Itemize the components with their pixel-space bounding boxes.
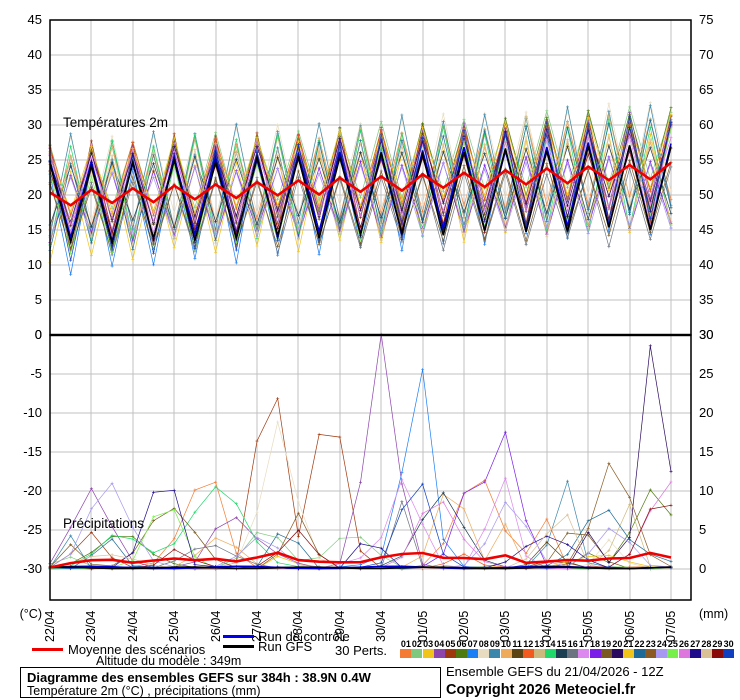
svg-text:20: 20: [28, 187, 42, 202]
svg-text:45: 45: [28, 12, 42, 27]
svg-text:30: 30: [28, 117, 42, 132]
svg-text:45: 45: [699, 222, 713, 237]
svg-text:-10: -10: [23, 405, 42, 420]
svg-text:(mm): (mm): [699, 607, 728, 621]
svg-text:03/05: 03/05: [498, 611, 512, 642]
svg-text:5: 5: [35, 292, 42, 307]
svg-text:40: 40: [28, 47, 42, 62]
svg-text:Précipitations: Précipitations: [63, 516, 144, 531]
svg-text:-20: -20: [23, 483, 42, 498]
svg-text:06/05: 06/05: [623, 611, 637, 642]
svg-text:60: 60: [699, 117, 713, 132]
svg-text:25: 25: [699, 366, 713, 381]
svg-text:50: 50: [699, 187, 713, 202]
svg-text:5: 5: [699, 522, 706, 537]
svg-text:55: 55: [699, 152, 713, 167]
svg-text:70: 70: [699, 47, 713, 62]
svg-text:Températures 2m: Températures 2m: [63, 115, 168, 130]
svg-text:0: 0: [699, 561, 706, 576]
svg-text:04/05: 04/05: [540, 611, 554, 642]
svg-text:07/05: 07/05: [664, 611, 678, 642]
svg-text:0: 0: [35, 327, 42, 342]
svg-text:(°C): (°C): [20, 607, 42, 621]
svg-text:30: 30: [699, 327, 713, 342]
svg-text:23/04: 23/04: [84, 611, 98, 642]
svg-text:10: 10: [699, 483, 713, 498]
svg-text:-5: -5: [30, 366, 42, 381]
svg-text:75: 75: [699, 12, 713, 27]
svg-text:20: 20: [699, 405, 713, 420]
svg-text:22/04: 22/04: [43, 611, 57, 642]
svg-text:02/05: 02/05: [457, 611, 471, 642]
svg-text:-30: -30: [23, 561, 42, 576]
svg-text:35: 35: [699, 292, 713, 307]
svg-text:40: 40: [699, 257, 713, 272]
svg-text:25: 25: [28, 152, 42, 167]
svg-text:25/04: 25/04: [167, 611, 181, 642]
svg-text:35: 35: [28, 82, 42, 97]
svg-text:65: 65: [699, 82, 713, 97]
svg-text:05/05: 05/05: [581, 611, 595, 642]
svg-text:30/04: 30/04: [374, 611, 388, 642]
svg-text:-15: -15: [23, 444, 42, 459]
svg-text:24/04: 24/04: [126, 611, 140, 642]
svg-text:15: 15: [699, 444, 713, 459]
svg-text:26/04: 26/04: [209, 611, 223, 642]
svg-text:10: 10: [28, 257, 42, 272]
svg-text:-25: -25: [23, 522, 42, 537]
svg-text:01/05: 01/05: [416, 611, 430, 642]
svg-text:15: 15: [28, 222, 42, 237]
